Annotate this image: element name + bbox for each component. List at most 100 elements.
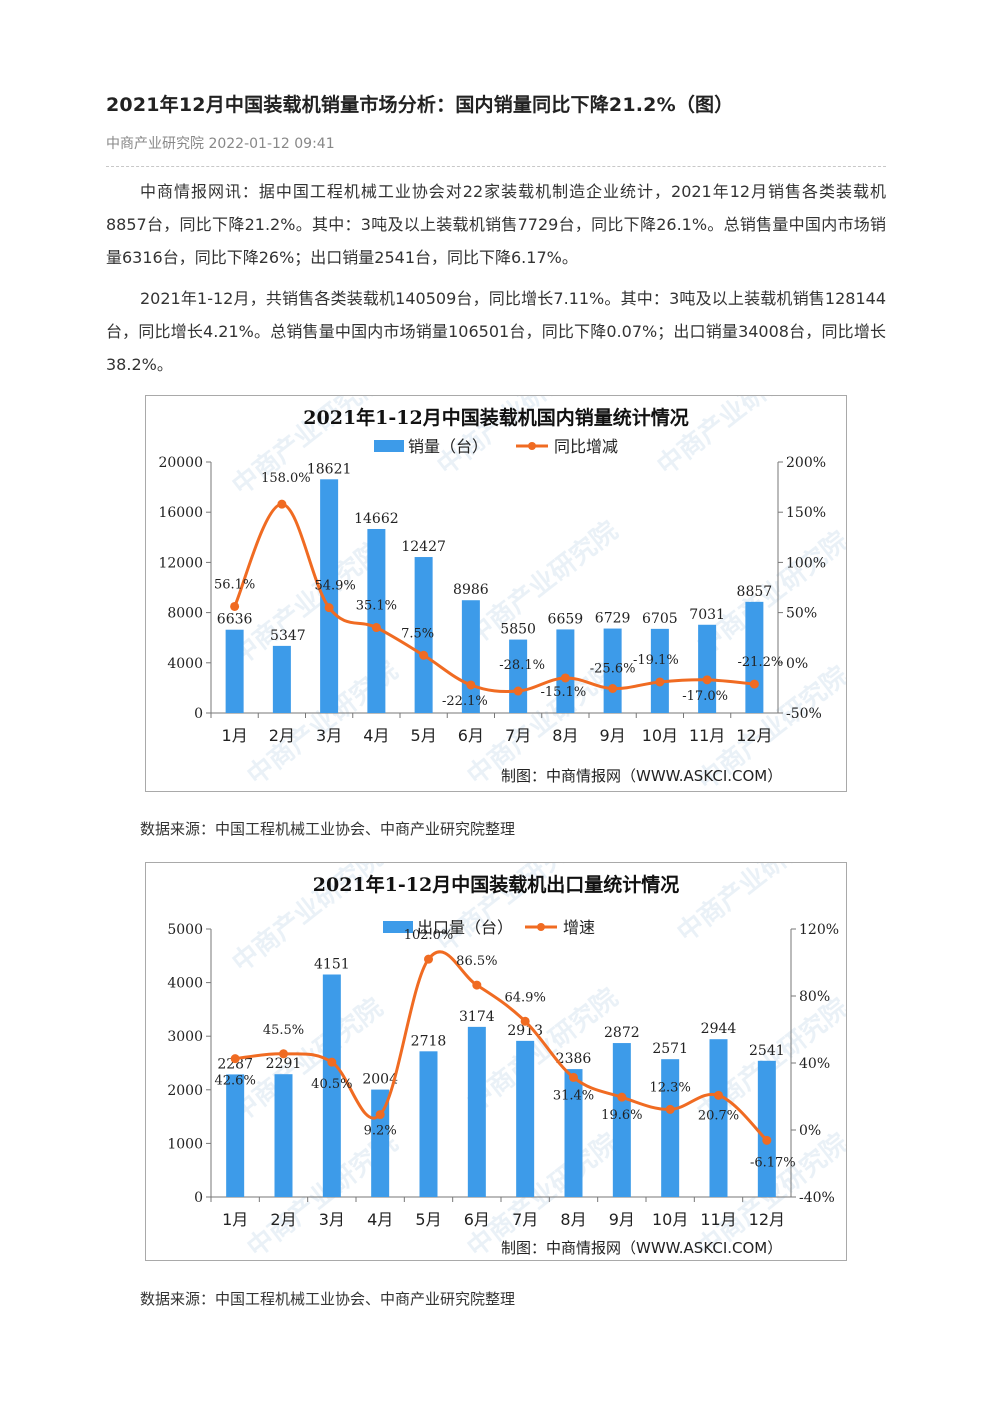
growth-value-label: 56.1% — [214, 577, 255, 592]
growth-value-label: 9.2% — [364, 1124, 397, 1139]
bar — [650, 628, 669, 713]
bar — [322, 974, 341, 1197]
bar-value-label: 8986 — [453, 582, 489, 598]
growth-point — [466, 680, 476, 690]
bar — [603, 628, 622, 713]
growth-point — [424, 954, 433, 964]
growth-point — [520, 1016, 530, 1026]
bar-value-label: 6729 — [595, 611, 631, 627]
growth-point — [230, 601, 240, 611]
article: 2021年12月中国装载机销量市场分析：国内销量同比下降21.2%（图） 中商产… — [106, 90, 886, 381]
y-right-tick-label: 200% — [786, 455, 826, 471]
y-right-tick-label: 80% — [799, 989, 830, 1005]
growth-value-label: -22.1% — [442, 694, 488, 709]
growth-point — [327, 1057, 337, 1067]
x-tick-label: 3月 — [316, 726, 342, 745]
bar-value-label: 2541 — [749, 1043, 785, 1059]
x-tick-label: 2月 — [269, 726, 295, 745]
bar — [274, 1074, 293, 1197]
bar — [556, 629, 575, 713]
y-left-tick-label: 20000 — [158, 455, 203, 471]
x-tick-label: 2月 — [270, 1210, 296, 1229]
bar — [225, 629, 244, 713]
x-tick-label: 4月 — [367, 1210, 393, 1229]
bar — [226, 1074, 245, 1197]
y-left-tick-label: 4000 — [167, 656, 203, 672]
bar-value-label: 2291 — [266, 1056, 302, 1072]
bar — [367, 528, 386, 713]
growth-value-label: -19.1% — [633, 653, 679, 668]
legend-bar-label: 出口量（台） — [417, 918, 513, 937]
growth-value-label: 64.9% — [505, 990, 546, 1005]
bar — [564, 1069, 583, 1197]
chart-title: 2021年1-12月中国装载机国内销量统计情况 — [303, 406, 688, 429]
growth-value-label: 7.5% — [401, 626, 434, 641]
bar — [516, 1040, 535, 1197]
legend-line-label: 同比增减 — [554, 437, 618, 456]
paragraph-2: 2021年1-12月，共销售各类装载机140509台，同比增长7.11%。其中：… — [106, 289, 886, 374]
growth-value-label: 54.9% — [314, 579, 355, 594]
legend-bar-swatch — [374, 440, 404, 452]
growth-value-label: -28.1% — [499, 658, 545, 673]
bar — [745, 601, 764, 713]
x-tick-label: 11月 — [689, 726, 725, 745]
growth-value-label: 12.3% — [650, 1080, 691, 1095]
bar-value-label: 2004 — [362, 1072, 398, 1088]
growth-value-label: -15.1% — [541, 685, 587, 700]
bar — [272, 645, 291, 713]
growth-value-label: 158.0% — [261, 471, 311, 486]
growth-value-label: 86.5% — [456, 954, 497, 969]
growth-point — [749, 679, 759, 689]
bar — [467, 1026, 486, 1197]
x-tick-label: 8月 — [552, 726, 578, 745]
growth-value-label: 40.5% — [311, 1077, 352, 1092]
growth-value-label: -25.6% — [590, 662, 636, 677]
bar-value-label: 5347 — [270, 628, 306, 644]
growth-value-label: 31.4% — [553, 1088, 594, 1103]
y-left-tick-label: 8000 — [167, 606, 203, 622]
bar — [709, 1039, 728, 1197]
growth-point — [230, 1054, 240, 1064]
growth-point — [617, 1092, 627, 1102]
domestic-sales-chart: 中商产业研究院 中商产业研究院 中商产业研究院 中商产业研究院 中商产业研究院 中商产业研… — [145, 395, 847, 792]
bar-value-label: 2718 — [411, 1033, 447, 1049]
growth-value-label: 35.1% — [356, 599, 397, 614]
growth-point — [279, 1049, 288, 1059]
bar — [419, 1051, 438, 1197]
growth-point — [608, 684, 618, 694]
bar-value-label: 5850 — [500, 622, 536, 638]
growth-value-label: -6.17% — [750, 1155, 796, 1170]
y-right-tick-label: -50% — [786, 706, 822, 722]
legend-line-label: 增速 — [563, 918, 595, 937]
chart1-source: 数据来源：中国工程机械工业协会、中商产业研究院整理 — [140, 820, 516, 838]
bar-value-label: 2386 — [556, 1051, 592, 1067]
growth-point — [419, 650, 429, 660]
bar-value-label: 3174 — [459, 1009, 495, 1025]
bar-value-label: 18621 — [307, 461, 352, 477]
bar — [461, 600, 480, 713]
bar — [757, 1060, 776, 1197]
bar-value-label: 2571 — [652, 1041, 688, 1057]
growth-point — [714, 1090, 723, 1100]
bar-value-label: 2913 — [507, 1023, 543, 1039]
y-left-tick-label: 4000 — [167, 976, 203, 992]
bar-value-label: 12427 — [401, 539, 446, 555]
y-right-tick-label: 150% — [786, 505, 826, 521]
y-left-tick-label: 0 — [194, 706, 203, 722]
article-meta: 中商产业研究院 2022-01-12 09:41 — [106, 136, 335, 152]
bar-value-label: 2287 — [217, 1056, 253, 1072]
growth-point — [560, 673, 570, 683]
x-tick-label: 12月 — [736, 726, 772, 745]
chart-credit: 制图：中商情报网（WWW.ASKCI.COM） — [501, 1239, 782, 1257]
x-tick-label: 4月 — [363, 726, 389, 745]
y-left-tick-label: 0 — [194, 1190, 203, 1206]
bar-value-label: 6705 — [642, 611, 678, 627]
chart-credit: 制图：中商情报网（WWW.ASKCI.COM） — [501, 767, 782, 785]
y-right-tick-label: 50% — [786, 606, 817, 622]
growth-value-label: -21.2% — [738, 655, 784, 670]
growth-point — [371, 623, 381, 633]
growth-point — [513, 686, 523, 696]
export-chart: 中商产业研究院 中商产业研究院 中商产业研究院 中商产业研究院 中商产业研究院 中商产业研… — [145, 862, 847, 1261]
